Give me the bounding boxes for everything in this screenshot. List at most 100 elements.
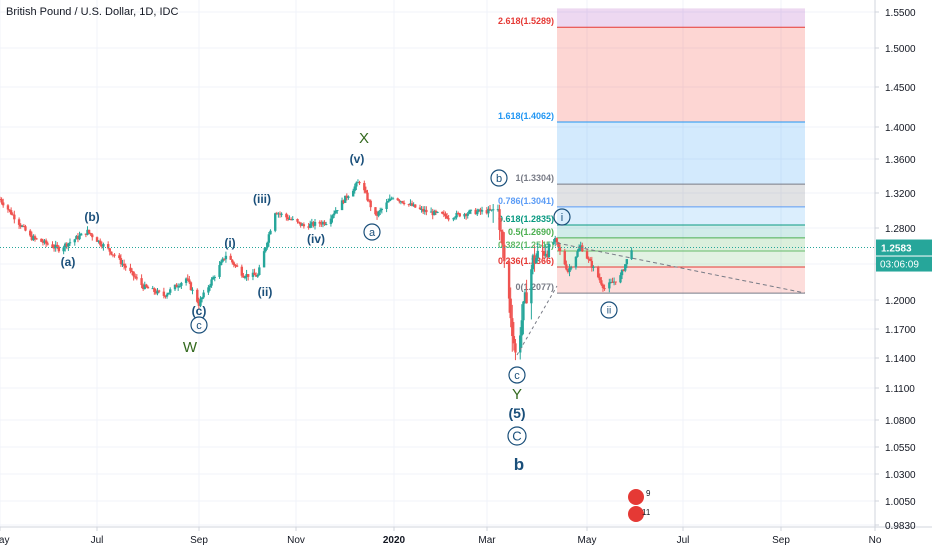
candle-body (552, 242, 555, 244)
wave-label-c-circle: c (196, 320, 202, 332)
candle-body (118, 255, 121, 259)
candle-body (219, 261, 223, 266)
candle-body (447, 218, 450, 220)
candle-body (434, 210, 438, 213)
fib-band (557, 122, 805, 185)
candle-body (91, 234, 94, 238)
candle-body (256, 274, 259, 277)
candle-body (423, 209, 426, 212)
candle-body (130, 270, 134, 272)
price-tick-label: 1.1100 (885, 384, 915, 395)
price-tick-label: 1.5500 (885, 8, 916, 19)
candle-body (165, 294, 169, 297)
candle-body (356, 182, 360, 184)
candle-body (557, 242, 560, 248)
candle-body (102, 244, 105, 247)
candle-body (401, 201, 404, 203)
candle-body (542, 251, 546, 256)
candle-body (555, 237, 559, 243)
price-tick-label: 1.4000 (885, 123, 916, 134)
candle-body (530, 269, 533, 304)
candle-body (390, 198, 393, 200)
candle-body (175, 284, 178, 288)
candle-body (124, 265, 127, 268)
candle-body (40, 238, 43, 242)
candle-body (232, 262, 236, 266)
candle-body (113, 254, 116, 256)
candle-body (609, 281, 613, 283)
candle-body (329, 218, 333, 225)
candle-body (418, 207, 422, 210)
candle-body (611, 281, 614, 283)
wave-label-ii: (ii) (258, 285, 273, 299)
candle-body (608, 282, 611, 289)
candle-body (51, 244, 54, 248)
candle-body (224, 255, 228, 260)
candle-body (612, 281, 616, 283)
candle-body (264, 247, 267, 252)
candle-body (258, 267, 261, 275)
candle-body (267, 234, 271, 243)
bar-countdown: 03:06:09 (880, 260, 919, 271)
candle-body (76, 236, 80, 240)
candle-body (87, 229, 91, 234)
candle-body (525, 292, 528, 304)
candle-body (321, 222, 325, 225)
fib-level-label: 0.5(1.2690) (508, 227, 554, 237)
fib-level-label: 0.618(1.2835) (498, 214, 554, 224)
candle-body (301, 224, 304, 226)
candle-body (309, 223, 312, 228)
candle-body (240, 266, 244, 276)
price-tick-label: 1.0050 (885, 497, 916, 508)
candle-body (121, 263, 124, 265)
time-tick-label: Mar (478, 535, 496, 546)
fib-band (557, 8, 805, 28)
candle-body (242, 275, 245, 278)
candle-body (313, 221, 317, 226)
candle-body (589, 258, 592, 261)
candle-body (191, 289, 194, 291)
candle-body (156, 290, 159, 294)
candle-body (208, 285, 212, 288)
candle-body (307, 226, 310, 228)
wave-label-a-circle-ring (363, 223, 381, 241)
candle-body (581, 245, 584, 252)
candle-body (603, 288, 606, 290)
candle-body (619, 275, 622, 283)
candle-body (153, 288, 156, 292)
candle-body (253, 272, 256, 276)
fib-extension-zone[interactable]: 2.618(1.5289) 1.618(1.4062) 1(1.3304) 0.786… (498, 8, 805, 294)
time-tick-label: Nov (287, 535, 305, 546)
candle-body (452, 218, 455, 220)
wave-label-C-circle: C (512, 429, 521, 444)
candle-body (499, 229, 503, 232)
fib-level-label: 0(1.2077) (515, 282, 554, 292)
candles (0, 179, 633, 361)
price-tick-label: 0.9830 (885, 521, 916, 532)
candle-body (342, 200, 345, 203)
candle-body (134, 276, 137, 278)
wave-label-v: (v) (350, 152, 365, 166)
candle-body (143, 284, 146, 289)
price-tick-label: 1.0550 (885, 443, 916, 454)
candle-body (600, 280, 603, 285)
time-tick-label: Jul (677, 535, 690, 546)
candle-body (223, 258, 226, 260)
wave-label-c-circle-ring (190, 316, 208, 334)
candle-body (498, 209, 501, 230)
candle-body (318, 221, 321, 224)
candle-body (218, 265, 221, 277)
candle-body (391, 198, 395, 200)
candle-body (57, 246, 61, 252)
candle-body (490, 209, 493, 211)
candle-body (286, 217, 290, 220)
candle-body (154, 291, 158, 294)
candle-body (320, 223, 323, 225)
candle-body (590, 260, 594, 268)
candle-body (340, 200, 344, 211)
candle-body (24, 226, 27, 231)
candle-body (587, 258, 590, 260)
candle-body (464, 214, 468, 216)
